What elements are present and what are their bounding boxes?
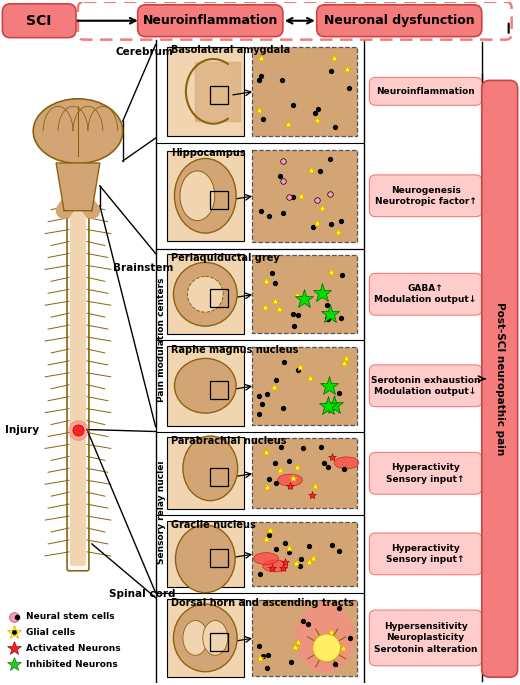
Text: Injury: Injury [5,425,40,434]
Ellipse shape [334,457,359,469]
Text: Inhibited Neurons: Inhibited Neurons [26,660,118,669]
Text: Neuroinflammation: Neuroinflammation [376,87,475,96]
FancyBboxPatch shape [252,256,357,333]
Text: Hyperactivity
Sensory input↑: Hyperactivity Sensory input↑ [386,544,465,564]
Ellipse shape [263,560,288,572]
Text: Parabrachial nucleus: Parabrachial nucleus [172,436,287,447]
FancyBboxPatch shape [482,80,517,677]
FancyBboxPatch shape [252,347,357,425]
Bar [210,86,228,104]
Bar [210,191,228,209]
FancyBboxPatch shape [369,452,482,494]
FancyBboxPatch shape [166,151,244,240]
Text: Activated Neurons: Activated Neurons [26,644,121,653]
Ellipse shape [180,171,215,221]
Text: Neuroinflammation: Neuroinflammation [142,14,278,27]
FancyBboxPatch shape [70,199,86,566]
Bar [210,381,228,399]
Text: Hyperactivity
Sensory input↑: Hyperactivity Sensory input↑ [386,463,465,484]
Text: Periaquiductal grey: Periaquiductal grey [172,253,280,264]
Ellipse shape [203,621,228,656]
Ellipse shape [295,603,355,673]
Circle shape [174,262,237,326]
Text: Basolateral amygdala: Basolateral amygdala [172,45,291,55]
Text: Serotonin exhaustion
Modulation output↓: Serotonin exhaustion Modulation output↓ [371,375,480,396]
Ellipse shape [278,474,303,486]
Bar [210,469,228,486]
Text: Glial cells: Glial cells [26,628,75,637]
Text: Brainstem: Brainstem [113,264,173,273]
FancyBboxPatch shape [166,599,244,677]
Ellipse shape [254,553,279,564]
FancyBboxPatch shape [369,273,482,315]
Text: Hippocampus: Hippocampus [172,148,246,158]
Text: Gracile nucleus: Gracile nucleus [172,520,256,530]
Text: Dorsal horn and ascending tracts: Dorsal horn and ascending tracts [172,597,355,608]
Ellipse shape [183,436,238,501]
Text: Neural stem cells: Neural stem cells [26,612,115,621]
FancyBboxPatch shape [166,346,244,425]
FancyBboxPatch shape [369,610,482,666]
FancyBboxPatch shape [369,533,482,575]
Text: SCI: SCI [27,14,52,27]
Bar [210,549,228,566]
FancyBboxPatch shape [166,254,244,334]
Polygon shape [56,163,100,211]
Text: Neurogenesis
Neurotropic factor↑: Neurogenesis Neurotropic factor↑ [375,186,476,206]
Ellipse shape [183,621,208,656]
Text: Post-SCI neuropathic pain: Post-SCI neuropathic pain [495,302,505,456]
Bar [210,289,228,307]
FancyBboxPatch shape [166,438,244,509]
Text: Raphe magnus nucleus: Raphe magnus nucleus [172,345,299,355]
Bar [210,633,228,651]
Text: GABA↑
Modulation output↓: GABA↑ Modulation output↓ [374,284,477,305]
Ellipse shape [174,158,236,233]
Text: Hypersensitivity
Neuroplasticity
Serotonin alteration: Hypersensitivity Neuroplasticity Seroton… [374,622,477,654]
Text: Spinal cord: Spinal cord [109,588,175,599]
FancyBboxPatch shape [369,365,482,407]
FancyBboxPatch shape [252,47,357,136]
FancyBboxPatch shape [252,522,357,586]
FancyBboxPatch shape [317,5,482,36]
FancyBboxPatch shape [3,4,76,38]
Ellipse shape [313,634,341,662]
FancyBboxPatch shape [369,77,482,105]
FancyBboxPatch shape [252,599,357,676]
Text: Neuronal dysfunction: Neuronal dysfunction [324,14,475,27]
FancyBboxPatch shape [252,438,357,508]
Ellipse shape [174,358,236,413]
Ellipse shape [174,604,237,672]
Ellipse shape [175,525,235,593]
FancyBboxPatch shape [166,47,244,136]
FancyBboxPatch shape [138,5,283,36]
FancyBboxPatch shape [252,150,357,242]
FancyBboxPatch shape [369,175,482,216]
Text: Sensory relay nuclei: Sensory relay nuclei [157,460,166,564]
Ellipse shape [33,99,123,164]
Text: Pain modulation centers: Pain modulation centers [157,277,166,402]
FancyBboxPatch shape [166,521,244,586]
Text: Cerebrum: Cerebrum [116,47,174,57]
Circle shape [187,276,223,312]
